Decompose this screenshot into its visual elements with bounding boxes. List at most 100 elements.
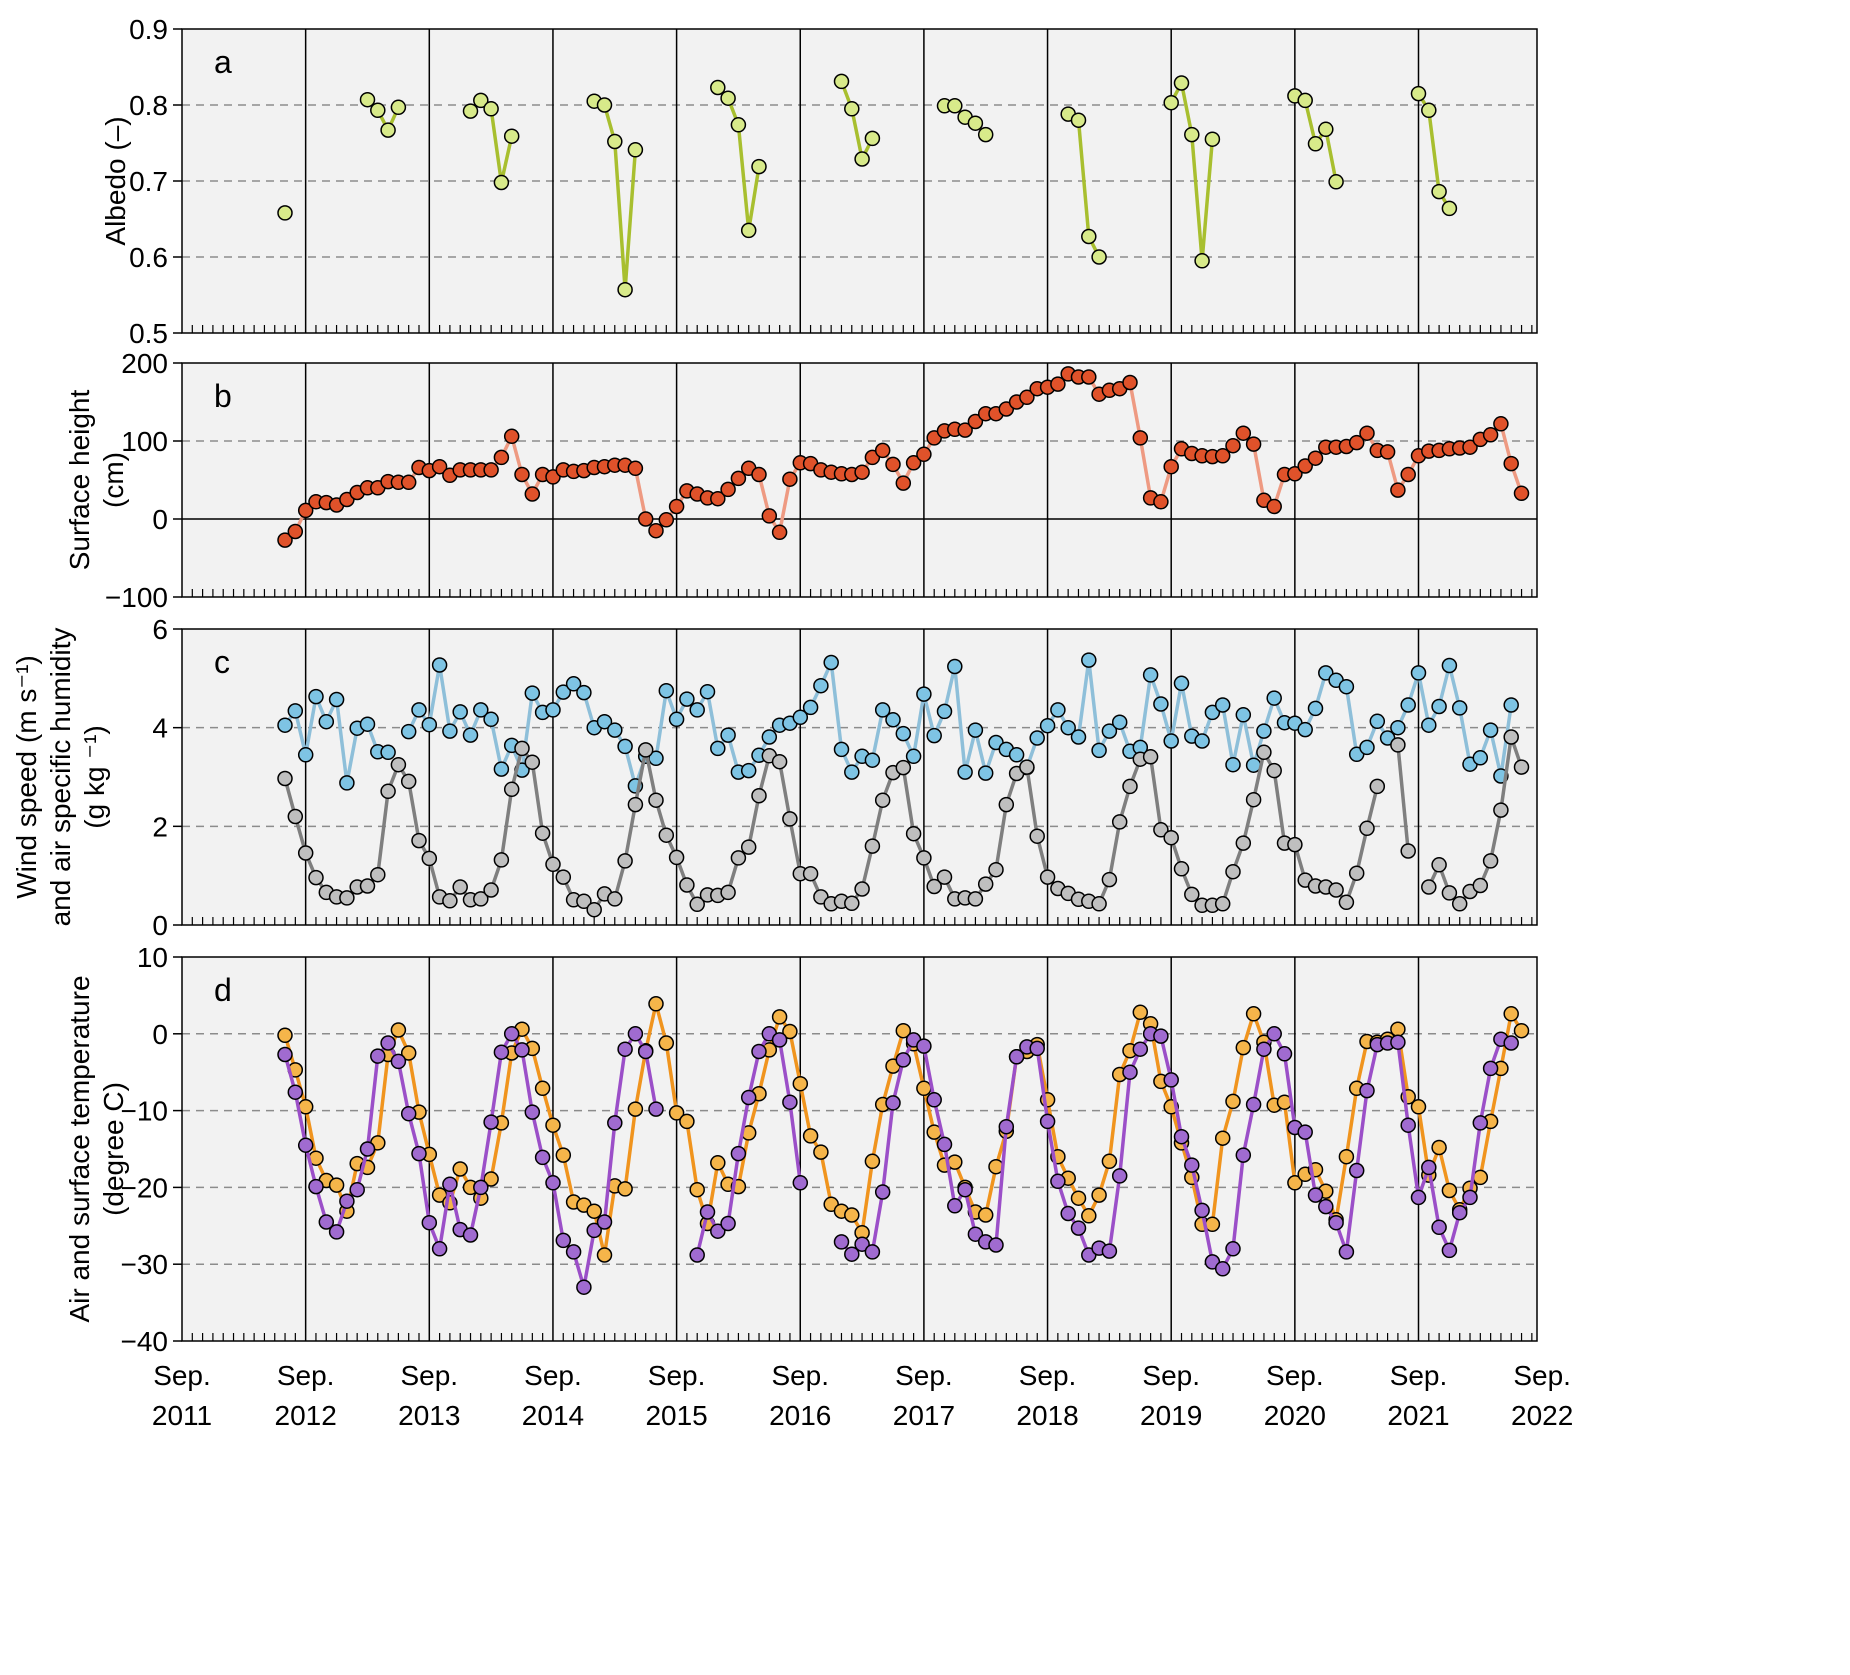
data-point (1029, 730, 1045, 746)
data-point (1204, 704, 1221, 721)
data-point (699, 683, 716, 700)
data-point (1482, 427, 1499, 443)
data-point (761, 729, 778, 745)
data-point (473, 891, 489, 907)
data-point (1421, 102, 1437, 119)
y-tick-label: 4 (152, 713, 168, 744)
data-point (658, 1035, 675, 1051)
data-point (1235, 707, 1252, 723)
data-point (493, 852, 510, 868)
y-tick-label: 0.9 (129, 14, 168, 45)
data-point (1235, 1039, 1252, 1056)
y-tick-label: 0.8 (129, 90, 168, 121)
data-point (1462, 1189, 1478, 1206)
y-tick-label: 200 (121, 348, 168, 379)
data-point (1390, 1021, 1406, 1037)
data-point (916, 850, 932, 866)
data-point (1400, 1117, 1416, 1133)
data-point (782, 811, 798, 827)
data-point (895, 1022, 912, 1039)
data-point (1163, 458, 1179, 475)
data-point (1348, 1162, 1365, 1179)
y-axis-title: Surface height (64, 390, 95, 571)
data-point (1029, 828, 1045, 844)
data-point (1328, 174, 1344, 190)
data-point (576, 684, 592, 701)
data-point (967, 413, 984, 430)
data-point (648, 1101, 664, 1117)
data-point (462, 103, 479, 119)
data-point (761, 508, 778, 524)
data-point (926, 727, 942, 744)
data-point (370, 1048, 386, 1064)
data-point (947, 98, 963, 114)
data-point (1091, 1187, 1107, 1203)
data-point (1513, 1022, 1530, 1039)
x-tick-year-label: 2011 (152, 1400, 212, 1431)
data-point (905, 748, 922, 765)
data-point (792, 1075, 809, 1092)
data-point (1431, 1139, 1447, 1156)
data-point (503, 1026, 520, 1042)
data-point (483, 882, 499, 898)
data-point (844, 1207, 860, 1223)
data-point (1122, 1064, 1138, 1080)
data-point (617, 281, 633, 298)
data-point (524, 1104, 541, 1120)
data-point (380, 122, 396, 138)
data-point (308, 688, 324, 705)
data-point (1101, 723, 1118, 739)
data-point (1400, 697, 1416, 713)
data-point (668, 1105, 685, 1121)
data-point (1070, 729, 1087, 745)
data-point (1287, 1175, 1303, 1191)
data-point (1101, 871, 1118, 888)
data-point (792, 709, 809, 726)
data-point (710, 490, 726, 507)
y-axis-title: Albedo (–) (100, 116, 131, 245)
data-point (926, 878, 942, 895)
data-point (977, 1207, 994, 1223)
data-point (390, 756, 407, 773)
data-point (1091, 742, 1107, 759)
x-tick-month-label: Sep. (153, 1360, 211, 1391)
plot-frame (181, 28, 1538, 334)
data-point (864, 1244, 881, 1260)
data-point (534, 825, 551, 841)
data-point (710, 1223, 726, 1239)
data-point (524, 486, 541, 502)
data-point (1008, 747, 1025, 763)
data-point (668, 849, 685, 866)
data-point (1359, 820, 1375, 837)
data-point (1400, 466, 1416, 483)
data-point (771, 524, 788, 541)
data-point (658, 512, 675, 528)
data-point (1153, 696, 1169, 712)
data-point (1214, 896, 1231, 912)
data-point (617, 1181, 633, 1197)
data-point (730, 470, 747, 487)
data-point (1503, 1035, 1519, 1051)
data-point (555, 684, 572, 700)
data-point (339, 775, 355, 791)
data-point (1081, 228, 1097, 245)
data-point (545, 702, 561, 718)
data-point (1266, 762, 1282, 779)
data-point (740, 1089, 757, 1106)
x-tick-year-label: 2013 (398, 1400, 460, 1431)
data-point (854, 1236, 870, 1252)
data-point (411, 702, 427, 718)
data-point (627, 1026, 644, 1042)
data-point (1204, 131, 1221, 147)
data-point (1070, 112, 1087, 128)
data-point (874, 792, 891, 808)
data-point (1039, 1113, 1056, 1130)
data-point (1019, 389, 1035, 406)
data-point (1328, 882, 1344, 898)
series-line (840, 1032, 1512, 1271)
panel-letter: d (214, 972, 232, 1008)
y-tick-label: 0.5 (129, 318, 168, 349)
data-point (874, 442, 891, 459)
data-point (1039, 869, 1056, 885)
data-point (1441, 200, 1458, 217)
